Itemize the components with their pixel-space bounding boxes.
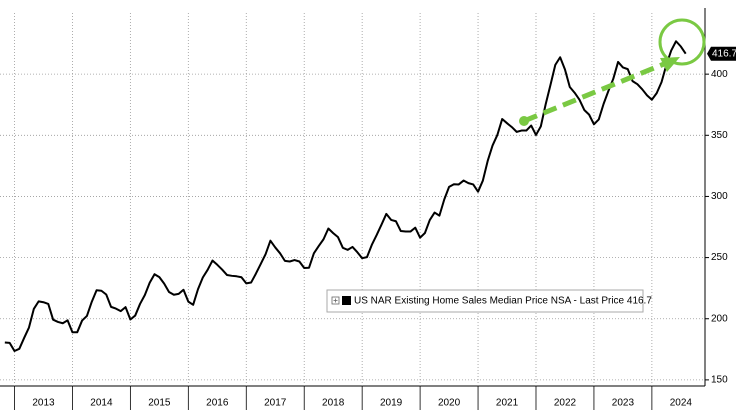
series-line xyxy=(4,40,687,353)
arrow-start xyxy=(519,116,529,126)
last-price-label: 416.7 xyxy=(712,48,736,59)
legend: US NAR Existing Home Sales Median Price … xyxy=(326,289,652,313)
legend-label: US NAR Existing Home Sales Median Price … xyxy=(354,296,652,307)
y-tick-label: 350 xyxy=(711,130,728,141)
x-tick-label: 2022 xyxy=(554,398,577,409)
legend-swatch xyxy=(342,296,351,305)
y-tick-label: 200 xyxy=(711,313,728,324)
y-tick-label: 150 xyxy=(711,375,728,386)
x-tick-label: 2024 xyxy=(670,398,693,409)
x-tick-label: 2023 xyxy=(612,398,635,409)
legend-toggle xyxy=(331,296,340,305)
x-tick-label: 2021 xyxy=(496,398,519,409)
arrow-head xyxy=(660,57,680,72)
grid: 150 200 250 300 350 400 2013 2014 2015 2016 2017 20… xyxy=(0,8,728,410)
trend-arrow xyxy=(519,57,680,126)
x-tick-label: 2015 xyxy=(148,398,171,409)
x-tick-label: 2019 xyxy=(380,398,403,409)
x-tick-label: 2020 xyxy=(438,398,461,409)
last-price-tag xyxy=(707,46,736,61)
highlight-circle xyxy=(658,18,706,66)
x-tick-label: 2017 xyxy=(264,398,287,409)
x-tick-label: 2018 xyxy=(322,398,345,409)
y-tick-label: 250 xyxy=(711,252,728,263)
plot: 416.7 xyxy=(4,40,736,353)
y-tick-label: 300 xyxy=(711,191,728,202)
y-tick-label: 400 xyxy=(711,69,728,80)
x-tick-label: 2016 xyxy=(206,398,229,409)
legend-box xyxy=(326,289,644,313)
x-tick-label: 2013 xyxy=(32,398,55,409)
arrow-shaft xyxy=(523,61,665,124)
x-tick-label: 2014 xyxy=(90,398,113,409)
